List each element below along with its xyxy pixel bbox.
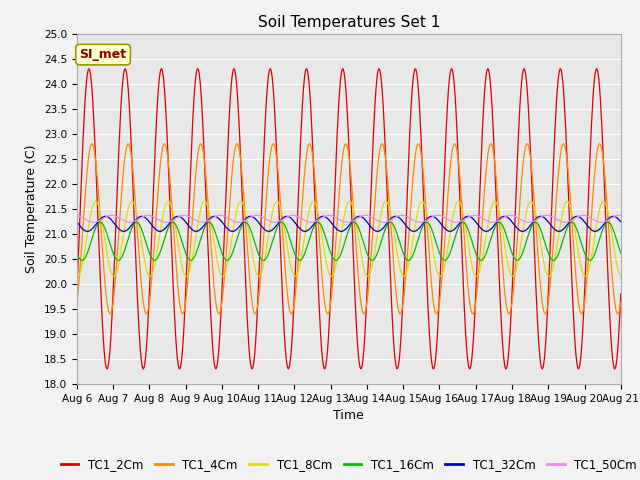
TC1_2Cm [195, 68, 202, 73]
TC1_32Cm [140, 214, 147, 219]
TC1_8Cm [431, 261, 439, 267]
TC1_8Cm [600, 198, 607, 204]
TC1_8Cm [74, 274, 81, 279]
Line: TC1_4Cm: TC1_4Cm [77, 144, 621, 314]
TC1_8Cm [195, 216, 202, 222]
TC1_4Cm [617, 300, 625, 305]
TC1_4Cm [88, 141, 96, 146]
TC1_50Cm [617, 213, 625, 218]
Line: TC1_50Cm: TC1_50Cm [77, 216, 621, 222]
TC1_8Cm [223, 262, 231, 267]
TC1_2Cm [223, 154, 231, 159]
TC1_4Cm [431, 310, 439, 315]
Line: TC1_2Cm: TC1_2Cm [77, 69, 621, 369]
TC1_32Cm [223, 226, 231, 231]
TC1_8Cm [416, 202, 424, 208]
TC1_2Cm [83, 77, 90, 83]
TC1_2Cm [416, 105, 424, 110]
Text: SI_met: SI_met [79, 48, 127, 61]
TC1_32Cm [431, 215, 439, 220]
TC1_16Cm [73, 250, 81, 256]
Y-axis label: Soil Temperature (C): Soil Temperature (C) [25, 144, 38, 273]
TC1_32Cm [84, 228, 92, 234]
TC1_16Cm [416, 232, 424, 238]
TC1_8Cm [73, 273, 81, 279]
TC1_16Cm [431, 238, 439, 243]
TC1_2Cm [140, 366, 147, 372]
TC1_4Cm [223, 234, 231, 240]
TC1_2Cm [73, 291, 81, 297]
Line: TC1_16Cm: TC1_16Cm [77, 222, 621, 260]
TC1_4Cm [73, 300, 81, 305]
TC1_2Cm [431, 357, 439, 363]
Line: TC1_8Cm: TC1_8Cm [77, 201, 621, 276]
Title: Soil Temperatures Set 1: Soil Temperatures Set 1 [258, 15, 440, 30]
TC1_32Cm [195, 228, 202, 234]
TC1_50Cm [83, 217, 90, 223]
TC1_50Cm [90, 219, 97, 225]
TC1_16Cm [617, 250, 625, 256]
TC1_50Cm [223, 215, 231, 220]
Line: TC1_32Cm: TC1_32Cm [77, 216, 621, 231]
TC1_4Cm [416, 143, 424, 148]
TC1_50Cm [73, 213, 81, 218]
TC1_8Cm [617, 273, 625, 279]
TC1_8Cm [140, 251, 147, 257]
TC1_4Cm [140, 300, 147, 306]
TC1_4Cm [614, 311, 621, 317]
TC1_2Cm [617, 291, 625, 297]
TC1_4Cm [195, 146, 202, 152]
TC1_50Cm [195, 219, 202, 225]
TC1_2Cm [611, 366, 619, 372]
TC1_16Cm [78, 257, 86, 263]
TC1_50Cm [140, 214, 147, 219]
TC1_32Cm [609, 214, 617, 219]
TC1_32Cm [617, 219, 625, 225]
Legend: TC1_2Cm, TC1_4Cm, TC1_8Cm, TC1_16Cm, TC1_32Cm, TC1_50Cm: TC1_2Cm, TC1_4Cm, TC1_8Cm, TC1_16Cm, TC1… [56, 454, 640, 476]
TC1_16Cm [223, 257, 231, 263]
TC1_2Cm [85, 66, 93, 72]
TC1_16Cm [604, 219, 612, 225]
TC1_50Cm [416, 219, 424, 225]
TC1_50Cm [616, 213, 623, 218]
TC1_32Cm [83, 228, 90, 234]
TC1_50Cm [431, 213, 439, 218]
TC1_16Cm [140, 231, 147, 237]
TC1_4Cm [83, 174, 90, 180]
TC1_32Cm [416, 225, 424, 231]
X-axis label: Time: Time [333, 409, 364, 422]
TC1_16Cm [195, 243, 202, 249]
TC1_8Cm [84, 231, 92, 237]
TC1_32Cm [73, 219, 81, 225]
TC1_16Cm [84, 250, 92, 256]
